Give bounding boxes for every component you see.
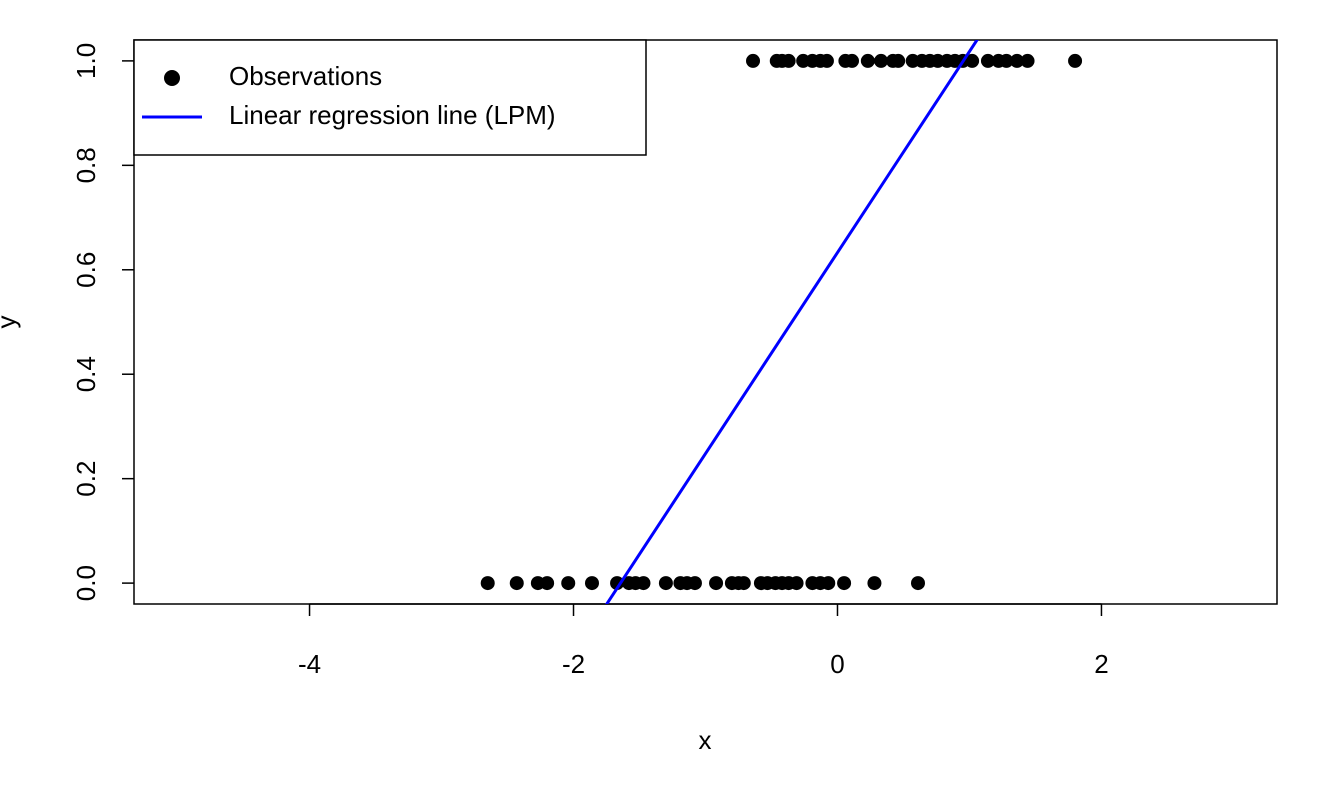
point <box>687 576 702 591</box>
y-tick-label: 0.4 <box>71 356 101 392</box>
legend-label: Linear regression line (LPM) <box>229 100 556 130</box>
legend-symbol <box>164 70 180 86</box>
point <box>781 53 796 68</box>
point <box>584 576 599 591</box>
point <box>860 53 875 68</box>
point <box>980 53 995 68</box>
point <box>1020 53 1035 68</box>
legend-box <box>133 39 647 156</box>
x-tick-label: -2 <box>562 649 585 679</box>
point <box>736 576 751 591</box>
point <box>746 53 761 68</box>
point <box>610 576 625 591</box>
point <box>561 576 576 591</box>
x-tick-label: 2 <box>1094 649 1108 679</box>
point <box>910 576 925 591</box>
point <box>819 53 834 68</box>
y-tick-label: 0.8 <box>71 147 101 183</box>
x-axis-label: x <box>699 725 712 755</box>
point <box>999 53 1014 68</box>
point <box>867 576 882 591</box>
point <box>891 53 906 68</box>
y-tick-label: 1.0 <box>71 43 101 79</box>
point <box>1009 53 1024 68</box>
y-tick-label: 0.2 <box>71 461 101 497</box>
point <box>965 53 980 68</box>
legend-label: Observations <box>229 61 382 91</box>
point <box>658 576 673 591</box>
x-tick-label: -4 <box>298 649 321 679</box>
legend: Observations Linear regression line (LPM) <box>133 39 647 156</box>
y-tick-label: 0.6 <box>71 252 101 288</box>
point <box>709 576 724 591</box>
point <box>845 53 860 68</box>
point <box>821 576 836 591</box>
x-tick-label: 0 <box>830 649 844 679</box>
y-tick-label: 0.0 <box>71 565 101 601</box>
y-axis-label: y <box>0 316 21 329</box>
point <box>636 576 651 591</box>
point <box>1068 53 1083 68</box>
regression-line <box>604 40 979 604</box>
point <box>789 576 804 591</box>
point <box>540 576 555 591</box>
point <box>874 53 889 68</box>
point <box>837 576 852 591</box>
plot-frame <box>133 39 1278 605</box>
point <box>509 576 524 591</box>
point <box>480 576 495 591</box>
